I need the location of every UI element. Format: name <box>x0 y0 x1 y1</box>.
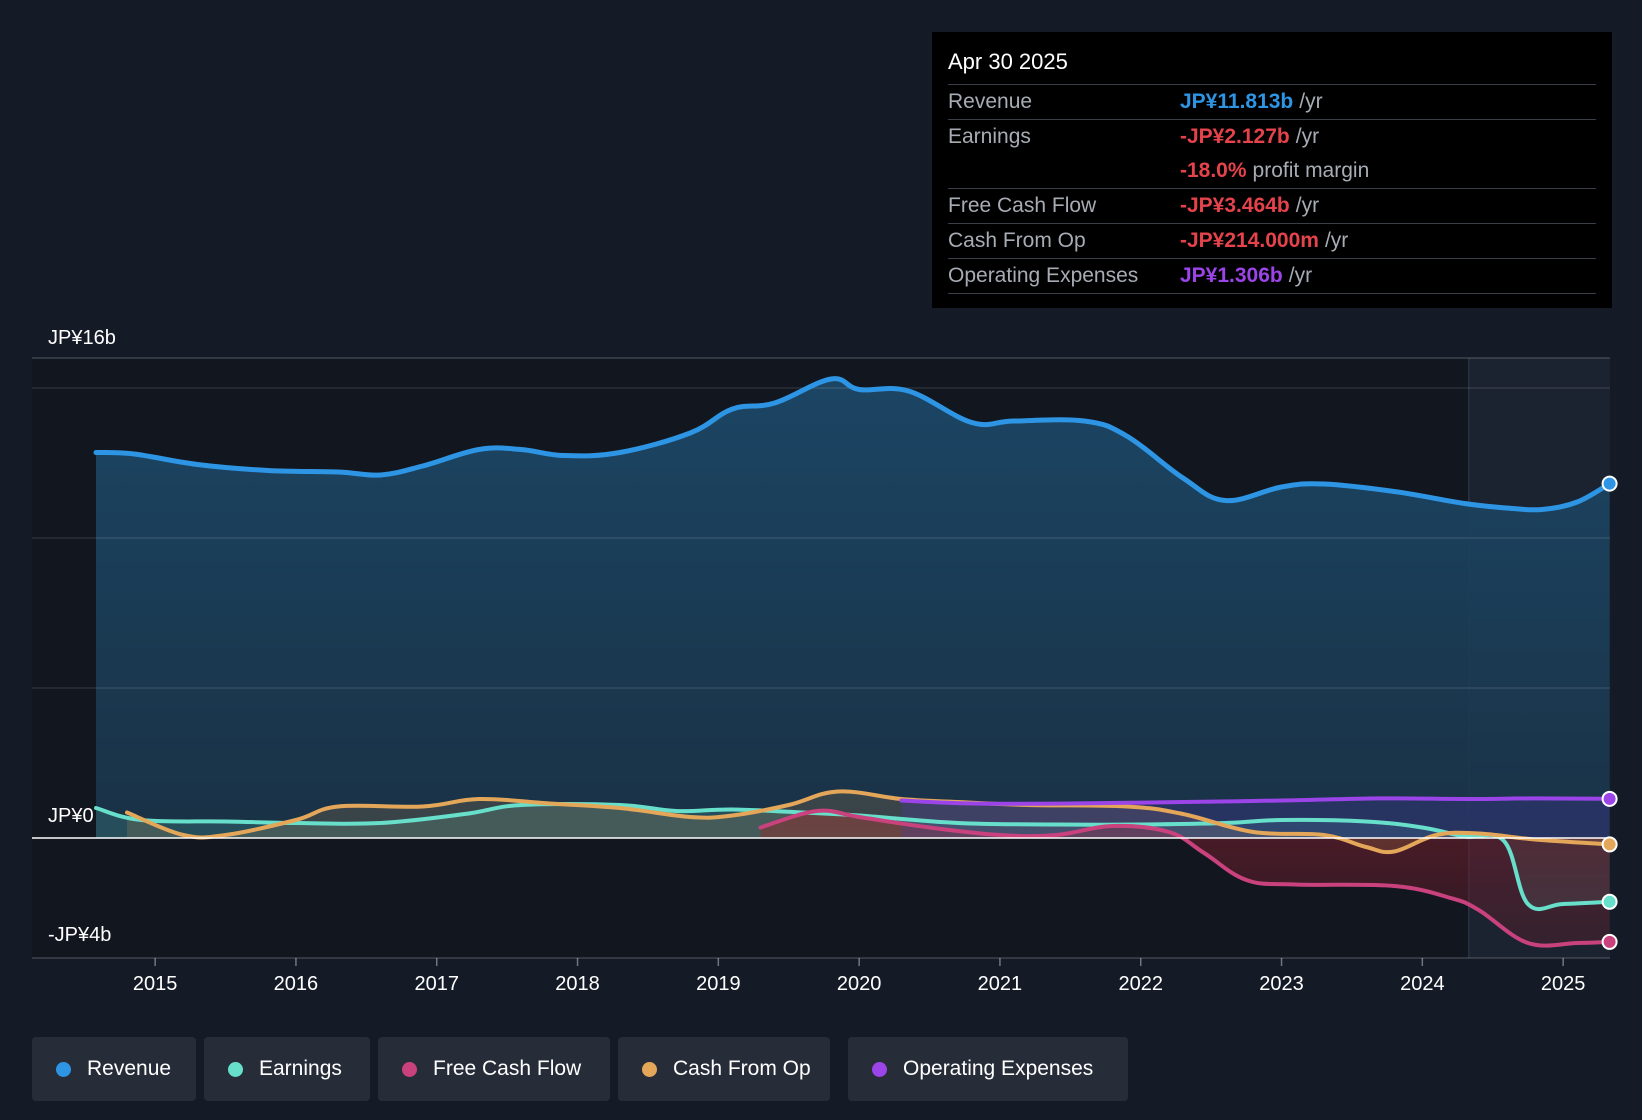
line-cash-from-op <box>125 789 1612 855</box>
x-tick-label: 2020 <box>837 973 882 995</box>
y-axis-label: JP¥0 <box>48 805 94 827</box>
y-axis-label: JP¥16b <box>48 327 116 349</box>
x-tick-label: 2025 <box>1541 973 1586 995</box>
tooltip-panel: Apr 30 2025 Revenue JP¥11.813b/yr Earnings… <box>932 32 1612 308</box>
x-tick-label: 2022 <box>1118 973 1163 995</box>
legend-dot-icon <box>402 1061 417 1077</box>
tooltip-row: Cash From Op -JP¥214.000m/yr <box>948 223 1596 258</box>
tooltip-unit: /yr <box>1299 90 1323 113</box>
tooltip-unit: /yr <box>1295 125 1320 148</box>
legend-label: Free Cash Flow <box>433 1057 582 1080</box>
tooltip-value: -JP¥2.127b <box>1180 125 1290 148</box>
legend-item-operating-expenses[interactable]: Operating Expenses <box>848 1037 1128 1101</box>
y-axis-label: -JP¥4b <box>48 924 111 946</box>
tooltip-row: Free Cash Flow -JP¥3.464b/yr <box>948 188 1596 223</box>
tooltip-value: -18.0% <box>1180 159 1247 182</box>
legend-label: Revenue <box>87 1057 172 1080</box>
legend-dot-icon <box>872 1061 887 1077</box>
legend-dot-icon <box>642 1061 657 1077</box>
x-tick-label: 2015 <box>133 973 178 995</box>
end-marker-revenue <box>1601 475 1618 492</box>
tooltip-unit: profit margin <box>1252 159 1370 182</box>
line-revenue <box>93 376 1613 513</box>
legend-label: Operating Expenses <box>903 1057 1094 1080</box>
tooltip-value: JP¥11.813b <box>1180 90 1294 113</box>
tooltip-unit: /yr <box>1295 194 1320 217</box>
tooltip-unit: /yr <box>1324 229 1349 252</box>
tooltip-label: Revenue <box>948 90 1033 113</box>
area-earnings <box>96 803 1610 910</box>
tooltip-label: Earnings <box>948 125 1031 148</box>
tooltip-row: Revenue JP¥11.813b/yr <box>948 84 1596 119</box>
x-tick-label: 2021 <box>978 973 1023 995</box>
tooltip-label: Free Cash Flow <box>948 194 1097 217</box>
legend-label: Earnings <box>259 1057 342 1080</box>
x-tick-label: 2018 <box>555 973 600 995</box>
tooltip-row: Earnings -JP¥2.127b/yr <box>948 119 1596 154</box>
line-earnings <box>94 801 1612 912</box>
x-tick-label: 2023 <box>1259 973 1304 995</box>
tooltip-value: -JP¥3.464b <box>1180 194 1290 217</box>
x-tick-label: 2017 <box>414 973 459 995</box>
legend-dot-icon <box>56 1061 71 1077</box>
area-revenue <box>96 378 1610 838</box>
legend-item-free-cash-flow[interactable]: Free Cash Flow <box>378 1037 610 1101</box>
tooltip-row: Operating Expenses JP¥1.306b/yr <box>948 258 1596 294</box>
x-tick-label: 2016 <box>274 973 319 995</box>
line-free-cash-flow <box>758 808 1612 948</box>
tooltip-row: -18.0% profit margin <box>948 154 1596 188</box>
legend-dot-icon <box>228 1061 243 1077</box>
tooltip-date: Apr 30 2025 <box>948 49 1068 74</box>
line-operating-expenses <box>899 796 1612 806</box>
end-marker-operating-expenses <box>1601 790 1618 807</box>
legend-item-cash-from-op[interactable]: Cash From Op <box>618 1037 830 1101</box>
x-tick-label: 2024 <box>1400 973 1445 995</box>
tooltip-label: Cash From Op <box>948 229 1086 252</box>
tooltip-unit: /yr <box>1288 264 1313 287</box>
end-marker-earnings <box>1601 893 1618 910</box>
tooltip-value: JP¥1.306b <box>1180 264 1283 287</box>
tooltip-label: Operating Expenses <box>948 264 1139 287</box>
legend-item-revenue[interactable]: Revenue <box>32 1037 196 1101</box>
area-free-cash-flow <box>760 810 1610 946</box>
x-tick-label: 2019 <box>696 973 741 995</box>
legend-item-earnings[interactable]: Earnings <box>204 1037 370 1101</box>
legend-label: Cash From Op <box>673 1057 811 1080</box>
tooltip-value: -JP¥214.000m <box>1180 229 1319 252</box>
end-marker-cash-from-op <box>1601 836 1618 853</box>
end-marker-free-cash-flow <box>1601 933 1618 950</box>
